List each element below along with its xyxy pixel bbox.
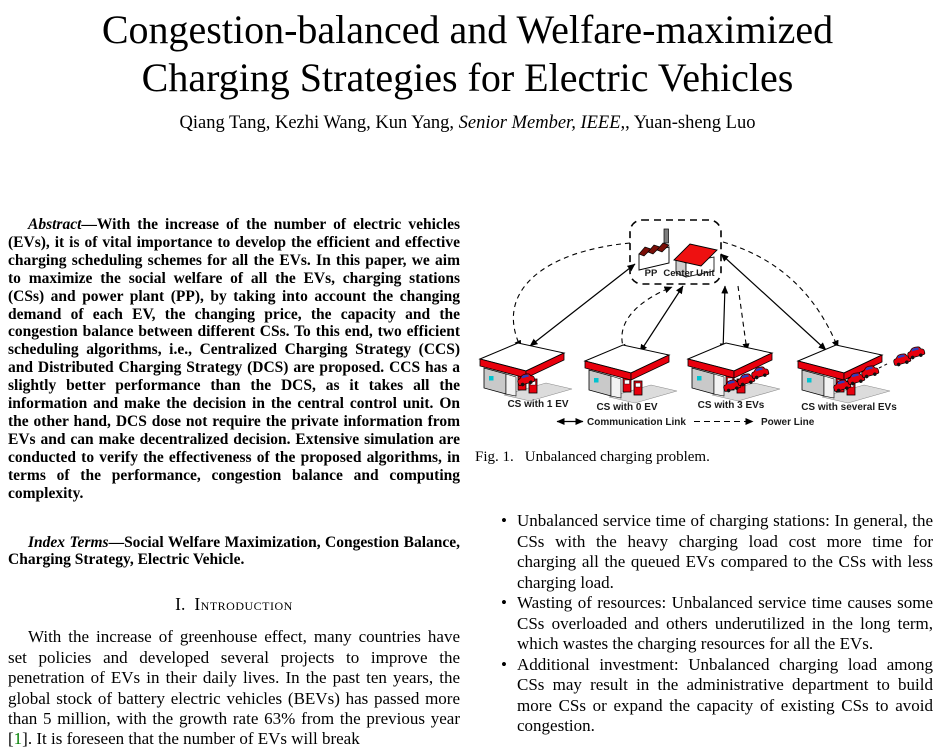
index-terms-dash: — — [108, 533, 125, 551]
figure-caption: Fig. 1. Unbalanced charging problem. — [475, 448, 933, 466]
section-title: Introduction — [194, 594, 293, 615]
comm-link-cs4 — [720, 253, 827, 351]
index-terms-paragraph: Index Terms—Social Welfare Maximization,… — [8, 534, 460, 570]
paper-title-line1: Congestion-balanced and Welfare-maximize… — [101, 7, 834, 52]
citation-bracket-open: [ — [8, 729, 14, 749]
section-heading-introduction: I. Introduction — [8, 594, 460, 615]
bullet-item-wasting-resources: Wasting of resources: Unbalanced service… — [475, 593, 933, 655]
cs4-label: CS with several EVs — [801, 402, 897, 413]
comm-link-cs3 — [719, 285, 729, 352]
comm-link-cs1 — [529, 263, 636, 347]
paper-title-line2: Charging Strategies for Electric Vehicle… — [141, 55, 794, 100]
comm-link-cs2 — [639, 285, 684, 353]
figure-caption-label: Fig. 1. — [475, 449, 514, 465]
power-line-cs1 — [512, 242, 631, 349]
pp-label: PP — [645, 268, 658, 279]
authors-suffix: , Yuan-sheng Luo — [625, 113, 756, 133]
cs1-label: CS with 1 EV — [507, 399, 568, 410]
authors-line: Qiang Tang, Kezhi Wang, Kun Yang, Senior… — [0, 113, 935, 134]
power-plant-icon — [638, 228, 670, 271]
left-column: Abstract—With the increase of the number… — [8, 216, 460, 750]
section-number: I. — [175, 594, 186, 615]
cs-station-2-icon — [584, 344, 678, 404]
index-terms-text: Social Welfare Maximization, Congestion … — [8, 533, 461, 569]
bullet-item-unbalanced-service-time: Unbalanced service time of charging stat… — [475, 511, 933, 593]
authors-membership: Senior Member, IEEE, — [458, 113, 626, 133]
power-line-cs3 — [737, 285, 750, 352]
cs3-label: CS with 3 EVs — [698, 400, 765, 411]
citation-bracket-close: ] — [22, 729, 28, 749]
center-unit-label: Center Unit — [663, 268, 715, 279]
citation-link-1[interactable]: 1 — [13, 729, 23, 749]
problem-bullet-list: Unbalanced service time of charging stat… — [475, 511, 933, 737]
cs2-label: CS with 0 EV — [596, 402, 657, 413]
power-line-cs4 — [722, 241, 839, 349]
paper-title: Congestion-balanced and Welfare-maximize… — [0, 6, 935, 102]
authors-prefix: Qiang Tang, Kezhi Wang, Kun Yang, — [179, 113, 459, 133]
intro-text-before-cite: With the increase of greenhouse effect, … — [8, 627, 460, 728]
legend-communication-label: Communication Link — [587, 417, 686, 428]
ev-car-icon — [905, 344, 927, 361]
figure-1-unbalanced-charging-diagram: PP Center Unit CS with 1 EV CS with 0 EV… — [479, 219, 927, 428]
abstract-label: Abstract — [28, 216, 82, 233]
power-line-cs2 — [618, 286, 673, 353]
legend-power-label: Power Line — [761, 417, 815, 428]
abstract-text: With the increase of the number of elect… — [8, 216, 460, 502]
abstract-paragraph: Abstract—With the increase of the number… — [8, 216, 460, 503]
figure-caption-text: Unbalanced charging problem. — [524, 449, 710, 465]
index-terms-label: Index Terms — [28, 533, 109, 551]
cs-station-1-icon — [479, 342, 573, 402]
center-unit-icon — [673, 243, 718, 278]
introduction-paragraph: With the increase of greenhouse effect, … — [8, 627, 460, 749]
abstract-dash: — — [81, 216, 97, 233]
intro-text-after-cite: . It is foreseen that the number of EVs … — [27, 729, 360, 749]
ev-queue-continuation-dashes — [878, 362, 890, 369]
bullet-item-additional-investment: Additional investment: Unbalanced chargi… — [475, 655, 933, 737]
right-column: PP Center Unit CS with 1 EV CS with 0 EV… — [475, 206, 933, 737]
